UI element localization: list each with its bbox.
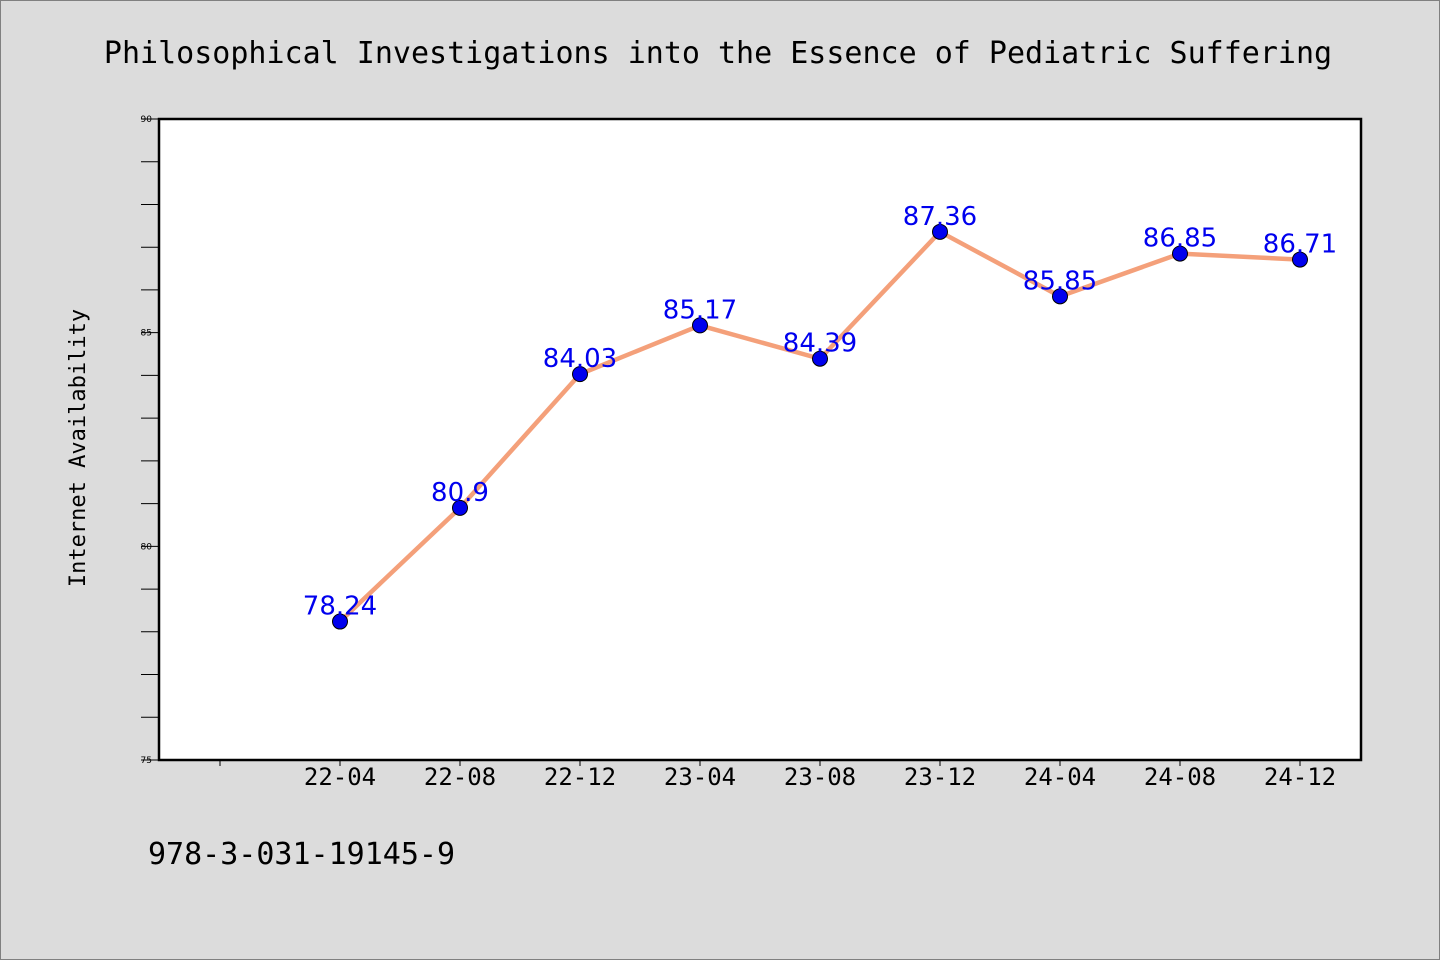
data-point [1172,245,1188,262]
y-tick-label: 85 [141,329,152,339]
y-tick-label: 80 [141,542,153,552]
data-point [1052,288,1068,305]
data-point [1292,251,1308,268]
x-tick-label: 23-12 [904,763,976,791]
series-layer: 78.24 80.9 84.03 85.17 84.39 87.36 85.85 86.85 8… [303,202,1337,630]
data-point [932,223,948,240]
x-tick-label: 22-08 [424,763,496,791]
data-label: 84.03 [543,344,617,374]
data-point [332,613,348,630]
y-tick-label: 90 [141,115,153,125]
data-label: 85.17 [663,295,737,325]
x-tick-label: 23-08 [784,763,856,791]
isbn-label: 978-3-031-19145-9 [148,837,455,872]
x-tick-label: 23-04 [664,763,736,791]
x-tick-label: 22-04 [304,763,376,791]
x-tick-label: 24-08 [1144,763,1216,791]
x-tick-label: 24-12 [1264,763,1336,791]
x-tick-label: 24-04 [1024,763,1096,791]
x-tick-label: 22-12 [544,763,616,791]
data-point [452,499,468,516]
x-axis-ticks: 22-04 22-08 22-12 23-04 23-08 23-12 24-04 24-08… [219,760,1336,791]
y-axis-label: Internet Availability [66,309,91,587]
data-label: 80.9 [431,478,489,508]
data-point [572,366,588,383]
y-axis-ticks: 75 80 85 90 [141,115,159,766]
plot-area [157,117,1363,762]
y-tick-label: 75 [141,756,152,766]
data-label: 87.36 [903,202,977,232]
data-label: 86.85 [1143,224,1217,254]
data-label: 86.71 [1263,230,1337,260]
data-point [812,350,828,367]
data-label: 84.39 [783,329,857,359]
data-label: 85.85 [1023,266,1097,296]
data-point [692,317,708,334]
chart-title: Philosophical Investigations into the Es… [104,36,1332,71]
data-label: 78.24 [303,592,377,622]
